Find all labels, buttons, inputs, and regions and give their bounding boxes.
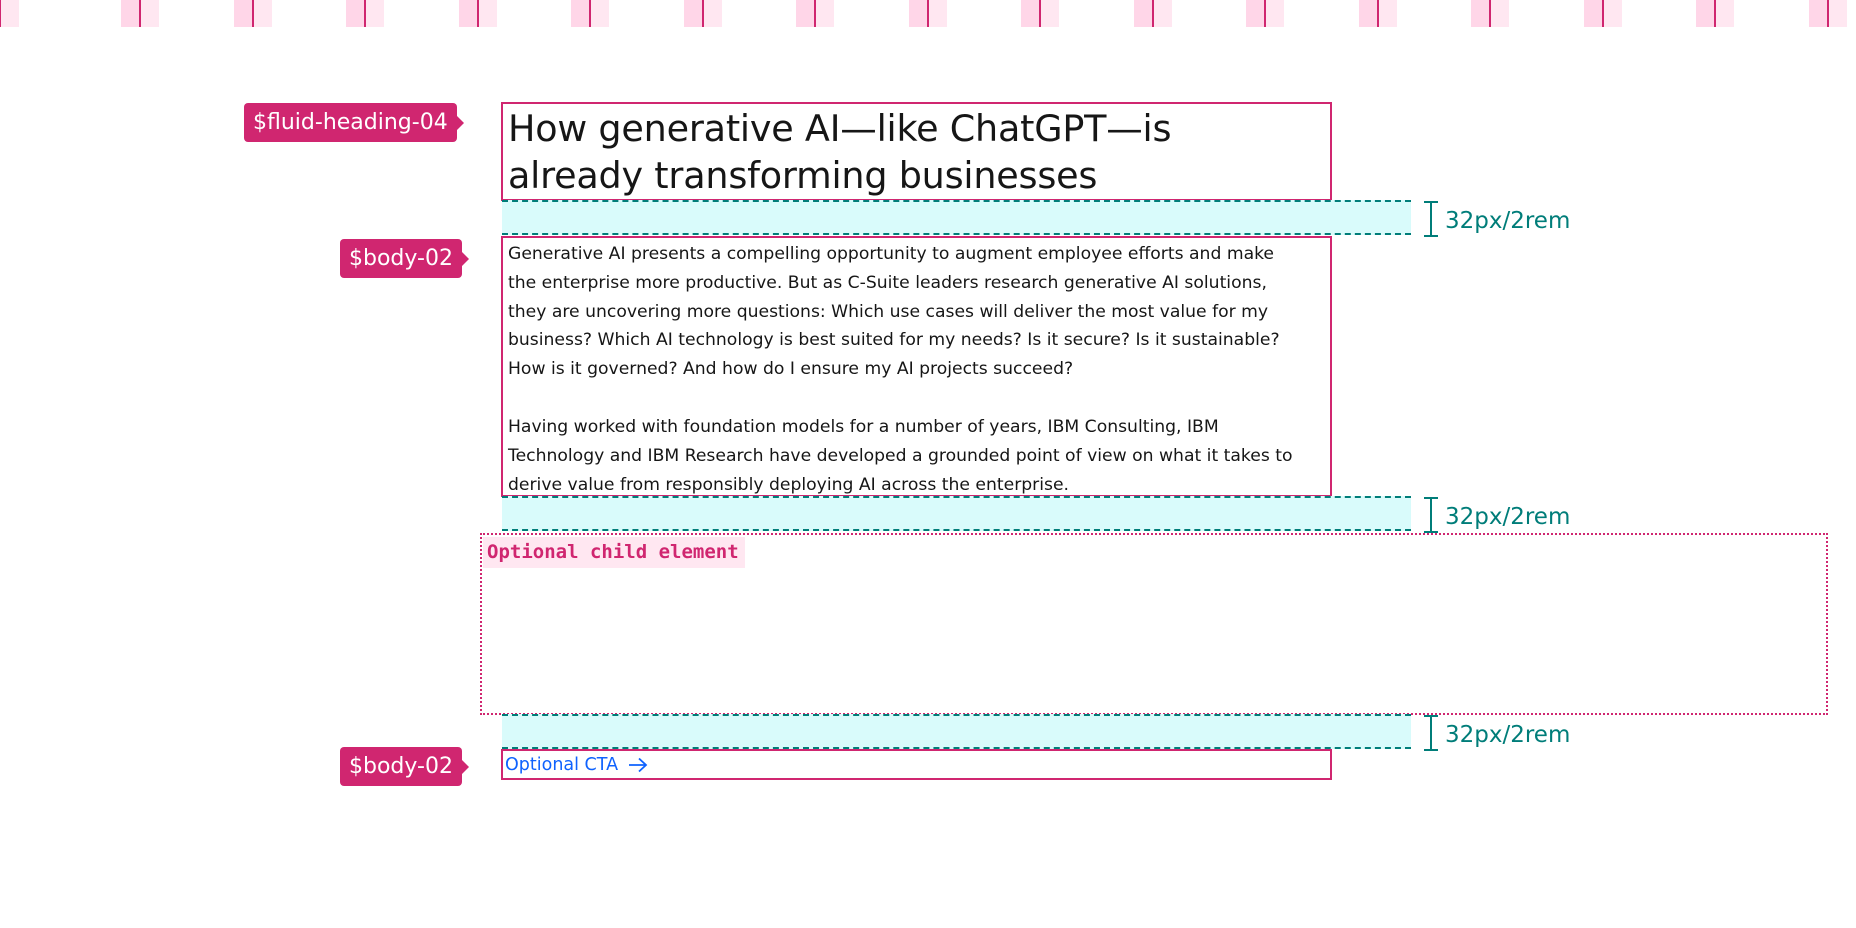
spacing-band-heading-body xyxy=(502,200,1411,235)
heading-box: How generative AI—like ChatGPT—is alread… xyxy=(501,102,1332,201)
grid-column-marker xyxy=(796,0,834,27)
grid-column-marker xyxy=(1471,0,1509,27)
grid-column-marker xyxy=(1134,0,1172,27)
spacing-measure-icon xyxy=(1424,715,1438,751)
cta-label: Optional CTA xyxy=(505,755,619,775)
grid-column-marker xyxy=(1246,0,1284,27)
body-copy: Generative AI presents a compelling oppo… xyxy=(508,240,1296,499)
optional-cta-link[interactable]: Optional CTA xyxy=(505,753,648,777)
grid-column-marker xyxy=(0,0,19,27)
token-tag-cta: $body-02 xyxy=(340,747,469,786)
grid-column-marker xyxy=(684,0,722,27)
grid-column-marker xyxy=(234,0,272,27)
spacing-measure-icon xyxy=(1424,497,1438,533)
grid-column-marker xyxy=(459,0,497,27)
body-box: Generative AI presents a compelling oppo… xyxy=(501,236,1332,497)
grid-column-marker xyxy=(121,0,159,27)
spacing-label: 32px/2rem xyxy=(1445,722,1571,748)
cta-box: Optional CTA xyxy=(501,749,1332,780)
body-paragraph: Generative AI presents a compelling oppo… xyxy=(508,244,1280,380)
arrow-right-icon xyxy=(629,757,648,773)
grid-column-marker xyxy=(571,0,609,27)
body-paragraph: Having worked with foundation models for… xyxy=(508,416,1293,495)
spacing-label: 32px/2rem xyxy=(1445,504,1571,530)
grid-column-marker xyxy=(909,0,947,27)
grid-column-marker xyxy=(1359,0,1397,27)
optional-child-element: Optional child element xyxy=(480,533,1828,715)
token-tag-body: $body-02 xyxy=(340,239,469,278)
spacing-label: 32px/2rem xyxy=(1445,208,1571,234)
grid-column-marker xyxy=(346,0,384,27)
token-tag-heading: $fluid-heading-04 xyxy=(244,103,464,142)
spacing-band-body-child xyxy=(502,496,1411,531)
spacing-band-child-cta xyxy=(502,714,1411,749)
heading: How generative AI—like ChatGPT—is alread… xyxy=(508,107,1172,197)
spacing-measure-icon xyxy=(1424,201,1438,237)
grid-columns-indicator xyxy=(0,0,1856,27)
grid-column-marker xyxy=(1021,0,1059,27)
optional-child-label: Optional child element xyxy=(483,537,745,568)
grid-column-marker xyxy=(1696,0,1734,27)
grid-column-marker xyxy=(1809,0,1847,27)
grid-column-marker xyxy=(1584,0,1622,27)
